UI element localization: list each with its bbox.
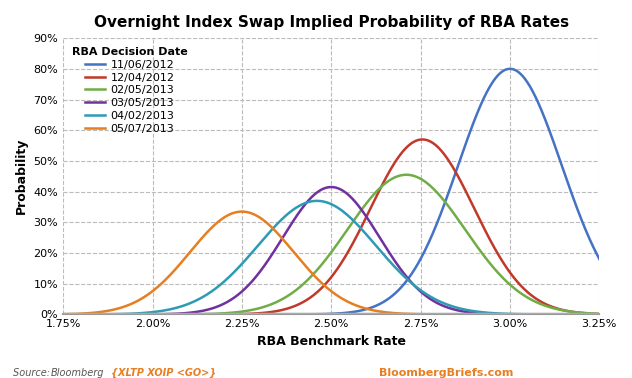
05/07/2013 — [6, 312, 14, 317]
02/05/2013 — [299, 282, 307, 287]
Text: Bloomberg: Bloomberg — [51, 368, 104, 378]
12/04/2012 — [418, 137, 426, 142]
05/07/2013 — [533, 312, 541, 317]
04/02/2013 — [533, 312, 541, 317]
Line: 02/05/2013: 02/05/2013 — [0, 175, 632, 314]
11/06/2012 — [533, 98, 541, 102]
12/04/2012 — [6, 312, 14, 317]
03/05/2013 — [318, 187, 325, 192]
03/05/2013 — [6, 312, 14, 317]
11/06/2012 — [506, 67, 514, 71]
Text: BloombergBriefs.com: BloombergBriefs.com — [379, 368, 514, 378]
03/05/2013 — [327, 185, 335, 189]
12/04/2012 — [318, 286, 325, 291]
Line: 05/07/2013: 05/07/2013 — [0, 212, 632, 314]
12/04/2012 — [533, 297, 541, 302]
04/02/2013 — [6, 312, 14, 317]
05/07/2013 — [238, 209, 246, 214]
02/05/2013 — [403, 172, 410, 177]
02/05/2013 — [533, 300, 541, 305]
Title: Overnight Index Swap Implied Probability of RBA Rates: Overnight Index Swap Implied Probability… — [94, 15, 569, 30]
11/06/2012 — [6, 312, 14, 317]
Y-axis label: Probability: Probability — [15, 138, 28, 214]
03/05/2013 — [299, 206, 307, 210]
Legend: 11/06/2012, 12/04/2012, 02/05/2013, 03/05/2013, 04/02/2013, 05/07/2013: 11/06/2012, 12/04/2012, 02/05/2013, 03/0… — [69, 44, 191, 137]
Line: 12/04/2012: 12/04/2012 — [0, 139, 632, 314]
X-axis label: RBA Benchmark Rate: RBA Benchmark Rate — [257, 335, 406, 348]
04/02/2013 — [313, 198, 321, 203]
05/07/2013 — [299, 261, 307, 265]
05/07/2013 — [318, 281, 325, 285]
Line: 03/05/2013: 03/05/2013 — [0, 187, 632, 314]
Text: {XLTP XOIP <GO>}: {XLTP XOIP <GO>} — [111, 368, 216, 378]
12/04/2012 — [299, 300, 307, 305]
03/05/2013 — [533, 312, 541, 317]
02/05/2013 — [318, 263, 325, 267]
Line: 04/02/2013: 04/02/2013 — [0, 201, 632, 314]
04/02/2013 — [318, 199, 325, 203]
11/06/2012 — [318, 312, 325, 316]
11/06/2012 — [299, 312, 307, 317]
Text: Source:: Source: — [13, 368, 52, 378]
Line: 11/06/2012: 11/06/2012 — [0, 69, 632, 314]
02/05/2013 — [6, 312, 14, 317]
04/02/2013 — [299, 202, 307, 206]
